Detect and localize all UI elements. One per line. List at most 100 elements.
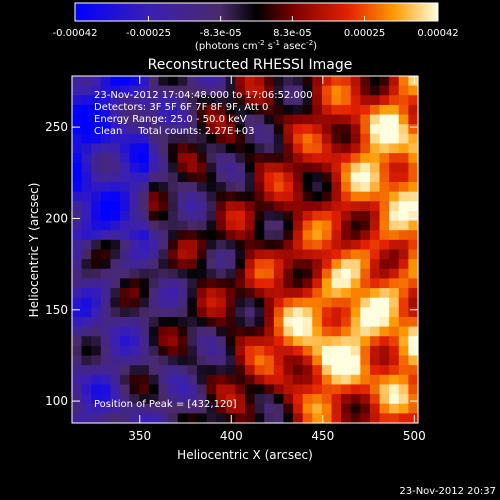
heatmap-cell [129, 345, 140, 357]
heatmap-cell [120, 114, 131, 125]
heatmap-cell [81, 384, 92, 395]
heatmap-cell [168, 124, 179, 135]
heatmap-cell [273, 104, 285, 116]
heatmap-cell [110, 278, 121, 289]
heatmap-cell [283, 124, 294, 135]
heatmap-cell [331, 355, 342, 366]
heatmap-cell [177, 239, 188, 251]
heatmap-cell [379, 162, 390, 173]
heatmap-cell [264, 182, 275, 193]
heatmap-cell [139, 133, 150, 145]
heatmap-cell [196, 336, 208, 347]
heatmap-cell [254, 143, 265, 154]
heatmap-cell [100, 365, 112, 376]
heatmap-cell [72, 316, 83, 328]
heatmap-cell [81, 191, 92, 202]
heatmap-cell [398, 307, 409, 318]
heatmap-cell [139, 413, 150, 424]
heatmap-cell [389, 403, 400, 414]
heatmap-cell [225, 153, 236, 164]
heatmap-cell [293, 259, 304, 270]
heatmap-cell [245, 249, 256, 260]
heatmap-cell [206, 182, 217, 193]
heatmap-cell [264, 355, 275, 366]
heatmap-cell [264, 297, 275, 308]
heatmap-cell [206, 172, 217, 183]
heatmap-cell [177, 191, 188, 202]
heatmap-cell [379, 316, 390, 328]
heatmap-cell [312, 172, 323, 183]
heatmap-cell [100, 133, 112, 145]
heatmap-cell [120, 384, 131, 395]
heatmap-cell [100, 143, 112, 154]
heatmap-cell [283, 191, 294, 202]
heatmap-cell [139, 220, 150, 231]
heatmap-cell [187, 85, 198, 96]
heatmap-cell [168, 153, 179, 164]
heatmap-cell [139, 76, 150, 87]
heatmap-cell [408, 239, 419, 251]
heatmap-cell [350, 133, 361, 145]
heatmap-cell [379, 345, 390, 357]
heatmap-cell [245, 239, 256, 251]
heatmap-cell [100, 124, 112, 135]
heatmap-cell [341, 249, 352, 260]
heatmap-cell [235, 104, 246, 116]
heatmap-cell [177, 249, 188, 260]
heatmap-cell [168, 365, 179, 376]
heatmap-cell [350, 259, 361, 270]
heatmap-cell [196, 394, 208, 405]
heatmap-cell [110, 85, 121, 96]
heatmap-cell [350, 384, 361, 395]
heatmap-cell [158, 297, 169, 308]
heatmap-cell [302, 268, 313, 280]
heatmap-cell [139, 143, 150, 154]
heatmap-cell [379, 336, 390, 347]
heatmap-cell [225, 384, 236, 395]
heatmap-cell [293, 403, 304, 414]
heatmap-cell [81, 345, 92, 357]
heatmap-cell [360, 104, 371, 116]
heatmap-cell [120, 230, 131, 241]
heatmap-cell [206, 374, 217, 386]
heatmap-cell [283, 394, 294, 405]
heatmap-cell [350, 249, 361, 260]
heatmap-cell [139, 259, 150, 270]
heatmap-cell [302, 249, 313, 260]
heatmap-cell [389, 76, 400, 87]
heatmap-cell [91, 95, 102, 106]
heatmap-cell [331, 384, 342, 395]
heatmap-cell [206, 220, 217, 231]
heatmap-cell [283, 288, 294, 299]
heatmap-cell [350, 104, 361, 116]
heatmap-cell [235, 85, 246, 96]
heatmap-cell [235, 259, 246, 270]
heatmap-cell [302, 85, 313, 96]
heatmap-cell [341, 345, 352, 357]
heatmap-cell [187, 374, 198, 386]
heatmap-cell [398, 268, 409, 280]
heatmap-cell [379, 307, 390, 318]
heatmap-cell [408, 114, 419, 125]
heatmap-cell [235, 268, 246, 280]
heatmap-cell [100, 278, 112, 289]
heatmap-cell [273, 133, 285, 145]
y-tick-label: 200 [45, 211, 68, 225]
heatmap-cell [72, 365, 83, 376]
heatmap-cell [369, 133, 381, 145]
heatmap-cell [331, 336, 342, 347]
heatmap-cell [408, 413, 419, 424]
heatmap-cell [350, 268, 361, 280]
heatmap-cell [283, 374, 294, 386]
heatmap-cell [120, 326, 131, 337]
heatmap-cell [225, 268, 236, 280]
heatmap-cell [81, 162, 92, 173]
heatmap-cell [158, 230, 169, 241]
heatmap-cell [158, 162, 169, 173]
heatmap-cell [398, 326, 409, 337]
heatmap-cell [302, 95, 313, 106]
heatmap-cell [369, 413, 381, 424]
heatmap-cell [408, 162, 419, 173]
heatmap-cell [369, 124, 381, 135]
heatmap-cell [177, 316, 188, 328]
